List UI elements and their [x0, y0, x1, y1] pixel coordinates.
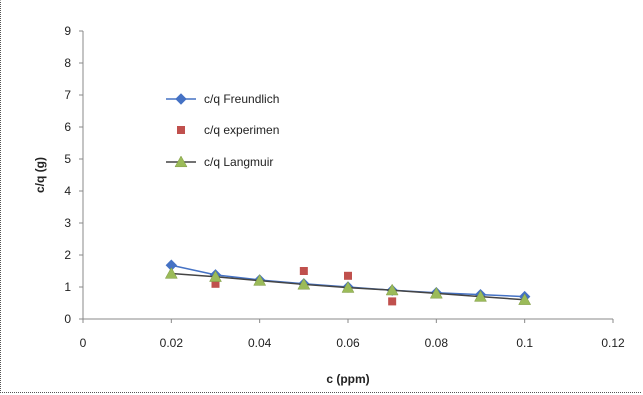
legend: c/q Freundlich c/q experimen c/q Langmuir [166, 92, 279, 169]
data-point-c-q-langmuir [474, 290, 487, 302]
x-tick-label: 0.12 [601, 336, 625, 350]
data-point-c-q-langmuir [253, 274, 267, 286]
data-point-c-q-langmuir [341, 281, 355, 293]
data-point-c-q-experimen [299, 267, 308, 275]
data-point-c-q-experimen [211, 279, 220, 288]
data-point-c-q-langmuir [209, 270, 222, 282]
legend-marker [177, 126, 185, 134]
legend-item-c-q-experimen: c/q experimen [177, 123, 279, 137]
data-point-c-q-langmuir [297, 277, 311, 290]
x-tick-label: 0 [80, 336, 87, 350]
y-tick-label: 3 [64, 216, 71, 230]
x-tick-label: 0.02 [160, 336, 184, 350]
series-c-q-experimen [211, 267, 397, 306]
y-tick-label: 6 [64, 120, 71, 134]
tick-labels: 0 1 2 3 4 5 6 7 8 9 0 0.02 0.04 0.06 0.08 0.1 0.12 [64, 24, 625, 350]
legend-label: c/q Freundlich [204, 92, 279, 106]
legend-marker [175, 93, 187, 105]
plot-area [164, 259, 532, 306]
data-point-c-q-langmuir [429, 286, 443, 299]
y-tick-label: 2 [64, 248, 71, 262]
series-c-q-langmuir [164, 267, 532, 305]
legend-label: c/q Langmuir [204, 155, 273, 169]
y-tick-label: 1 [64, 280, 71, 294]
y-axis-title: c/q (g) [33, 157, 47, 193]
data-point-c-q-langmuir [164, 267, 178, 279]
x-axis-title: c (ppm) [326, 372, 369, 386]
legend-item-c-q-freundlich: c/q Freundlich [166, 92, 279, 106]
data-point-c-q-experimen [344, 271, 352, 280]
x-tick-label: 0.1 [516, 336, 533, 350]
legend-item-c-q-langmuir: c/q Langmuir [166, 155, 273, 169]
y-tick-label: 8 [64, 56, 71, 70]
y-tick-label: 5 [64, 152, 71, 166]
y-tick-label: 4 [64, 184, 71, 198]
y-tick-label: 7 [64, 88, 71, 102]
x-tick-label: 0.04 [248, 336, 272, 350]
legend-label: c/q experimen [204, 123, 279, 137]
data-point-c-q-langmuir [385, 283, 399, 296]
x-tick-label: 0.08 [425, 336, 449, 350]
data-point-c-q-experimen [388, 297, 397, 306]
legend-marker [174, 155, 188, 168]
x-tick-label: 0.06 [336, 336, 360, 350]
y-tick-label: 9 [64, 24, 71, 38]
data-point-c-q-langmuir [518, 293, 532, 305]
axes [79, 30, 614, 323]
y-tick-label: 0 [64, 312, 71, 326]
